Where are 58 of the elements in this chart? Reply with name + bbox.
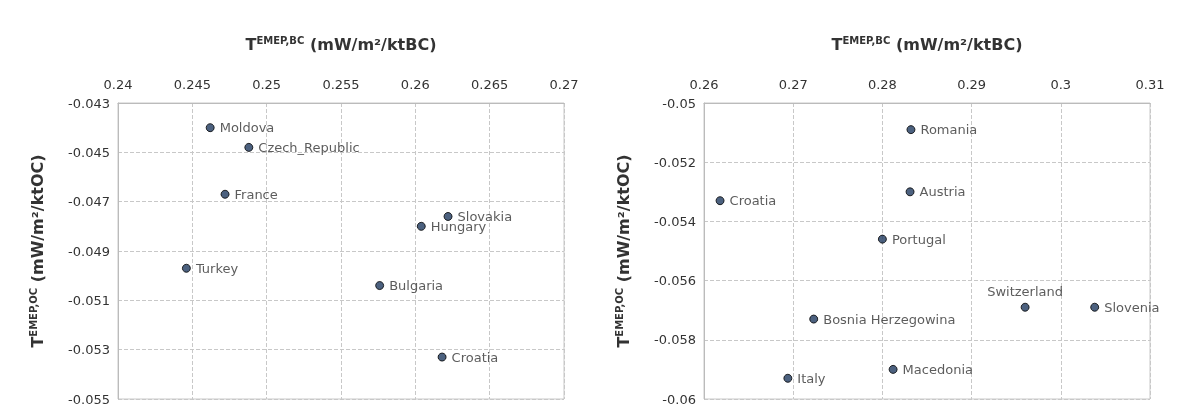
data-label: Croatia <box>729 193 777 209</box>
data-label: France <box>234 186 278 202</box>
x-tick-label: 0.255 <box>322 77 360 92</box>
point <box>715 196 725 206</box>
data-label: Czech_Republic <box>258 139 360 155</box>
point <box>1090 302 1100 312</box>
y-tick-label: -0.049 <box>68 243 110 259</box>
point <box>905 187 915 197</box>
y-tick-label: -0.045 <box>68 144 110 160</box>
point <box>888 364 898 374</box>
data-label: Romania <box>920 122 978 138</box>
point <box>205 123 215 133</box>
x-tick-label: 0.29 <box>957 77 987 92</box>
data-label: Slovenia <box>1104 299 1160 315</box>
data-label: Bulgaria <box>389 278 444 294</box>
point <box>783 373 793 383</box>
data-label: Bosnia Herzegowina <box>823 311 956 327</box>
y-tick-label: -0.052 <box>654 154 696 170</box>
y-tick-label: -0.056 <box>654 273 696 289</box>
data-label: Switzerland <box>987 283 1064 299</box>
x-tick-label: 0.24 <box>103 77 133 92</box>
data-label: Macedonia <box>902 361 973 377</box>
point <box>220 189 230 199</box>
point <box>181 263 191 273</box>
data-label: Moldova <box>219 120 275 136</box>
x-tick-label: 0.26 <box>689 77 719 92</box>
x-tick-label: 0.28 <box>867 77 897 92</box>
x-tick-label: 0.25 <box>252 77 282 92</box>
y-tick-label: -0.043 <box>68 95 110 111</box>
x-tick-label: 0.265 <box>471 77 509 92</box>
data-label: Portugal <box>891 231 946 247</box>
data-label: Austria <box>919 184 966 200</box>
data-label: Italy <box>797 370 826 386</box>
x-tick-label: 0.31 <box>1135 77 1165 92</box>
x-tick-label: 0.3 <box>1050 77 1072 92</box>
x-tick-label: 0.245 <box>173 77 211 92</box>
point <box>443 211 453 221</box>
y-tick-label: -0.051 <box>68 292 110 308</box>
x-tick-label: 0.27 <box>778 77 808 92</box>
y-tick-label: -0.054 <box>654 213 696 229</box>
x-tick-label: 0.26 <box>400 77 430 92</box>
y-tick-label: -0.058 <box>654 332 696 348</box>
x-tick-label: 0.27 <box>549 77 579 92</box>
data-label: Croatia <box>451 349 499 365</box>
data-label: Turkey <box>194 260 239 276</box>
point <box>809 314 819 324</box>
point <box>416 221 426 231</box>
y-tick-label: -0.053 <box>68 342 110 358</box>
y-tick-label: -0.05 <box>662 95 696 111</box>
point <box>437 352 447 362</box>
y-tick-label: -0.055 <box>68 391 110 407</box>
y-tick-label: -0.047 <box>68 194 110 210</box>
point <box>244 142 254 152</box>
point <box>375 281 385 291</box>
point <box>906 125 916 135</box>
point <box>1020 302 1030 312</box>
y-tick-label: -0.06 <box>662 391 696 407</box>
point <box>877 234 887 244</box>
